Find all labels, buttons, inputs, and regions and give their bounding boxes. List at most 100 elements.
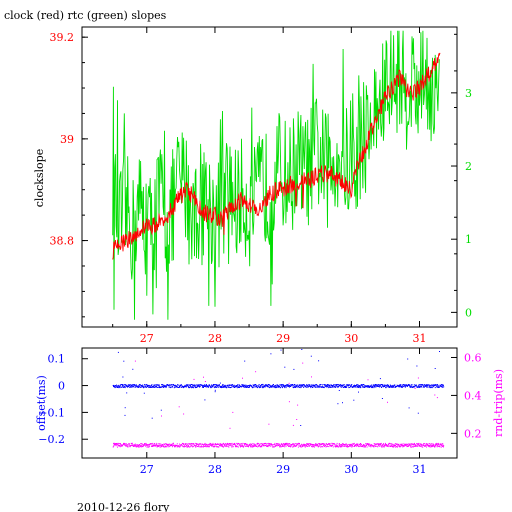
offset-point <box>202 386 204 388</box>
offset-roundtrip-chart: −0.2−0.100.1 0.20.40.6 27 28 29 30 31 offset… <box>35 347 505 476</box>
offset-point <box>255 384 257 386</box>
roundtrip-point <box>182 443 184 444</box>
roundtrip-point <box>208 444 210 446</box>
roundtrip-point <box>155 442 157 444</box>
x-tick-label: 31 <box>413 332 427 345</box>
offset-point <box>320 386 322 388</box>
offset-point <box>262 385 264 387</box>
offset-point <box>351 384 353 386</box>
offset-point <box>384 384 386 386</box>
offset-point <box>134 384 135 386</box>
roundtrip-point <box>292 443 294 445</box>
offset-point <box>333 386 335 388</box>
offset-point <box>206 384 207 386</box>
offset-point <box>403 384 405 385</box>
roundtrip-point <box>393 446 394 448</box>
offset-outlier <box>151 417 153 419</box>
roundtrip-point <box>157 445 159 447</box>
offset-point <box>150 387 152 388</box>
roundtrip-point <box>165 443 166 445</box>
offset-point <box>231 384 233 386</box>
offset-outlier <box>123 360 125 362</box>
roundtrip-point <box>225 446 227 448</box>
roundtrip-point <box>269 445 271 447</box>
roundtrip-point <box>345 443 346 445</box>
offset-point <box>424 385 426 387</box>
offset-point <box>409 387 411 388</box>
offset-point <box>247 386 249 388</box>
offset-point <box>393 385 395 387</box>
offset-point <box>169 384 171 386</box>
roundtrip-point <box>265 443 267 444</box>
roundtrip-point <box>422 445 424 446</box>
offset-point <box>178 386 180 388</box>
roundtrip-point <box>383 445 385 447</box>
roundtrip-point <box>341 445 343 446</box>
roundtrip-point <box>285 445 287 447</box>
roundtrip-point <box>379 445 381 447</box>
roundtrip-point <box>185 443 187 445</box>
offset-point <box>391 385 393 387</box>
roundtrip-point <box>231 443 232 445</box>
roundtrip-outlier <box>434 394 436 396</box>
x-axis-ticks-bottom: 27 28 29 30 31 <box>140 348 427 476</box>
roundtrip-point <box>141 443 143 445</box>
roundtrip-point <box>420 443 422 445</box>
offset-point <box>132 385 133 387</box>
roundtrip-point <box>191 444 193 446</box>
roundtrip-point <box>234 445 236 447</box>
roundtrip-point <box>339 445 340 447</box>
roundtrip-point <box>216 443 217 445</box>
offset-point <box>323 387 325 389</box>
offset-point <box>129 384 131 386</box>
offset-outlier <box>381 398 383 399</box>
roundtrip-point <box>341 445 342 447</box>
x-axis-ticks: 27 28 29 30 31 <box>112 27 427 345</box>
roundtrip-point <box>431 443 433 445</box>
roundtrip-point <box>348 446 349 447</box>
roundtrip-point <box>325 446 327 448</box>
y2-tick-label: 0 <box>465 306 472 319</box>
roundtrip-point <box>368 444 369 446</box>
roundtrip-point <box>321 444 323 445</box>
offset-point <box>138 386 139 388</box>
offset-point <box>321 386 323 388</box>
roundtrip-point <box>153 444 154 446</box>
offset-point <box>147 385 149 386</box>
offset-point <box>114 386 115 388</box>
offset-point <box>203 385 205 387</box>
roundtrip-point <box>122 445 124 447</box>
roundtrip-point <box>371 444 373 446</box>
roundtrip-point <box>340 445 342 447</box>
offset-point <box>411 386 413 388</box>
roundtrip-point <box>289 443 291 445</box>
roundtrip-point <box>224 444 226 446</box>
offset-point <box>392 384 394 386</box>
offset-point <box>152 386 154 388</box>
roundtrip-point <box>234 442 236 444</box>
offset-point <box>337 384 339 386</box>
offset-point <box>410 384 412 386</box>
roundtrip-point <box>304 445 306 447</box>
offset-point <box>327 384 329 385</box>
offset-point <box>274 385 276 387</box>
roundtrip-point <box>396 446 398 448</box>
offset-point <box>318 385 320 387</box>
roundtrip-point <box>293 446 295 448</box>
roundtrip-point <box>160 444 162 446</box>
roundtrip-point <box>378 445 379 447</box>
roundtrip-point <box>399 445 401 447</box>
offset-point <box>265 384 267 386</box>
offset-point <box>245 386 246 388</box>
offset-point <box>151 384 153 386</box>
roundtrip-point <box>159 444 160 446</box>
roundtrip-point <box>324 445 325 447</box>
offset-point <box>368 385 369 387</box>
roundtrip-point <box>182 446 184 448</box>
roundtrip-point <box>360 443 361 444</box>
roundtrip-point <box>380 442 382 444</box>
roundtrip-point <box>291 444 293 446</box>
offset-point <box>349 384 351 386</box>
roundtrip-point <box>409 444 411 446</box>
roundtrip-point <box>312 444 314 445</box>
